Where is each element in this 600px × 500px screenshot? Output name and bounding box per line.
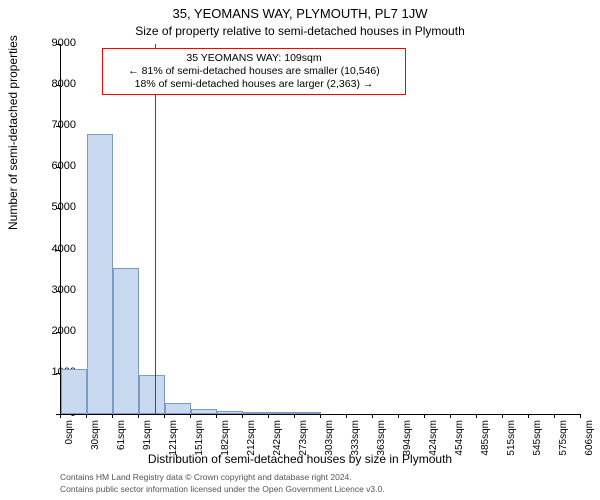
annotation-box: 35 YEOMANS WAY: 109sqm ← 81% of semi-det… xyxy=(102,48,406,95)
bar xyxy=(269,412,295,414)
x-tick-mark xyxy=(528,414,529,418)
bar xyxy=(139,375,165,414)
x-tick-mark xyxy=(424,414,425,418)
x-tick-mark xyxy=(398,414,399,418)
x-tick-mark xyxy=(138,414,139,418)
bar xyxy=(61,369,87,414)
plot-area xyxy=(60,44,581,415)
x-tick-mark xyxy=(450,414,451,418)
x-tick-mark xyxy=(164,414,165,418)
bar xyxy=(165,403,191,414)
fineprint-line-2: Contains public sector information licen… xyxy=(60,484,385,494)
bar xyxy=(243,412,269,414)
x-tick-mark xyxy=(320,414,321,418)
y-axis-label: Number of semi-detached properties xyxy=(6,35,20,230)
x-axis-label: Distribution of semi-detached houses by … xyxy=(0,452,600,466)
x-tick-mark xyxy=(580,414,581,418)
bar xyxy=(113,268,139,414)
annotation-line-2: ← 81% of semi-detached houses are smalle… xyxy=(109,65,399,78)
x-tick-mark xyxy=(60,414,61,418)
x-tick-mark xyxy=(502,414,503,418)
x-tick-mark xyxy=(294,414,295,418)
bar xyxy=(217,411,243,414)
bar xyxy=(295,412,321,414)
x-tick-mark xyxy=(476,414,477,418)
annotation-line-1: 35 YEOMANS WAY: 109sqm xyxy=(109,52,399,65)
bar xyxy=(87,134,113,414)
x-tick-mark xyxy=(190,414,191,418)
reference-line xyxy=(155,44,156,414)
x-tick-mark xyxy=(216,414,217,418)
x-tick-mark xyxy=(268,414,269,418)
fineprint-line-1: Contains HM Land Registry data © Crown c… xyxy=(60,472,352,482)
sub-title: Size of property relative to semi-detach… xyxy=(0,24,600,38)
x-tick-mark xyxy=(242,414,243,418)
x-tick-mark xyxy=(86,414,87,418)
x-tick-mark xyxy=(112,414,113,418)
bar xyxy=(191,409,217,414)
x-tick-mark xyxy=(372,414,373,418)
main-title: 35, YEOMANS WAY, PLYMOUTH, PL7 1JW xyxy=(0,6,600,21)
annotation-line-3: 18% of semi-detached houses are larger (… xyxy=(109,78,399,91)
x-tick-mark xyxy=(554,414,555,418)
chart-container: 35, YEOMANS WAY, PLYMOUTH, PL7 1JW Size … xyxy=(0,0,600,500)
bars-group xyxy=(61,44,581,414)
x-tick-mark xyxy=(346,414,347,418)
